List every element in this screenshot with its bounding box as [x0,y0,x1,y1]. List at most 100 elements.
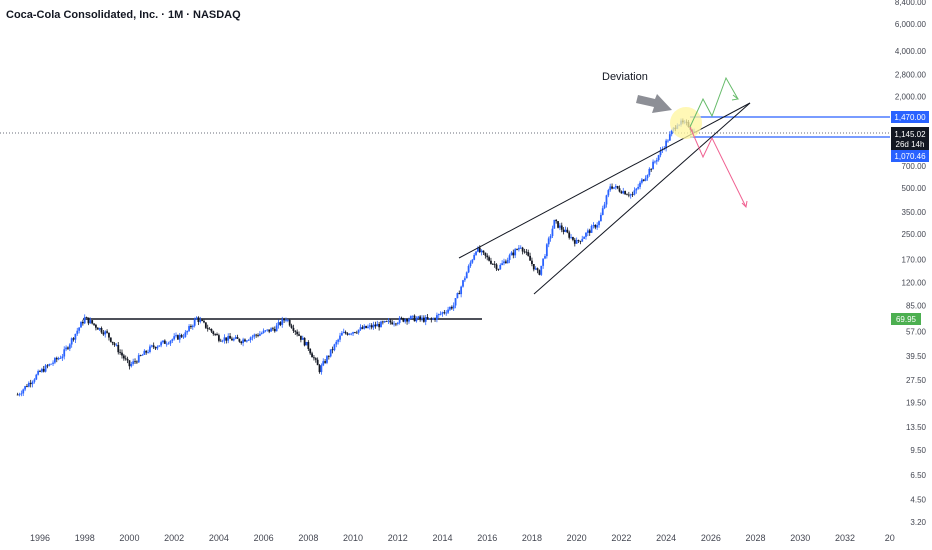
candle-body [471,259,474,263]
candle-body [542,258,545,266]
candle-body [150,345,153,347]
candle-body [167,343,170,345]
candle-body [484,252,487,256]
candle-body [46,365,49,367]
candle-body [627,194,630,196]
bearish-scenario-path[interactable] [689,126,747,208]
candle-body [592,225,595,226]
candle-body [540,265,543,275]
y-tick-label: 39.50 [906,352,927,361]
candle-body [579,240,582,242]
candle-body [657,155,660,161]
candle-body [426,317,429,319]
x-tick-label: 2024 [656,533,676,543]
candle-body [111,341,114,344]
candle-body [253,334,256,337]
candle-body [337,339,340,342]
candle-body [503,261,505,264]
y-tick-label: 3.20 [910,518,926,527]
x-axis[interactable]: 1996 1998 2000 2002 2004 2006 2008 2010 2012 2014… [30,533,895,543]
candle-body [257,335,259,337]
candle-body [301,337,304,340]
candle-body [109,337,112,342]
candle-body [667,140,669,142]
x-tick-label: 2010 [343,533,363,543]
candle-body [408,318,410,322]
candle-body [646,175,649,179]
candle-body [475,251,477,255]
candle-body [70,338,73,345]
candle-body [516,249,518,250]
candle-body [31,381,34,385]
bullish-scenario-path[interactable] [689,76,739,128]
candle-body [158,345,161,347]
candle-body [24,386,26,390]
candle-body [251,336,254,338]
candle-body [117,344,120,353]
candle-body [510,252,513,256]
y-tick-label: 6.50 [910,471,926,480]
candle-body [566,229,569,233]
candle-body [490,260,492,264]
candle-body [501,263,504,265]
candle-body [436,315,438,320]
candle-body [313,357,315,359]
candle-body [223,337,226,341]
candle-body [529,255,531,261]
candle-body [65,347,67,350]
candle-body [339,335,341,340]
candle-body [130,363,133,367]
candle-body [439,313,442,315]
candle-body [665,140,668,149]
lower-price-text: 1,070.46 [894,152,926,161]
candle-body [135,361,138,363]
wedge-lower-line[interactable] [533,102,751,295]
candle-body [100,328,103,333]
candle-body [126,358,129,361]
upper-price-text: 1,470.00 [894,113,926,122]
candle-body [376,324,379,327]
candle-body [98,328,101,330]
candle-body [493,263,496,265]
candle-body [355,332,358,334]
candle-body [26,386,28,387]
candle-body [564,229,567,232]
candle-body [72,338,75,340]
candle-body [428,318,431,320]
candle-body [329,349,332,357]
candle-body [247,340,250,341]
candle-body [629,194,632,196]
candle-body [42,368,45,372]
candle-body [234,337,237,339]
candle-body [89,320,92,324]
candle-body [57,358,60,360]
candle-body [391,322,394,325]
candle-body [434,318,436,320]
candle-body [147,352,149,353]
candle-body [594,225,597,228]
candle-body [307,341,310,349]
candle-body [216,334,218,336]
y-tick-label: 85.00 [906,301,927,310]
candle-body [296,331,299,335]
candle-body [654,161,656,163]
candle-body [180,334,183,337]
y-axis[interactable]: 8,400.00 6,000.00 4,000.00 2,800.00 2,000.00… [895,0,927,527]
candle-body [486,255,489,258]
candle-body [221,340,224,342]
candle-body [316,359,319,366]
candle-body [413,315,416,322]
candle-body [199,319,202,322]
y-tick-label: 250.00 [902,230,927,239]
y-tick-label: 13.50 [906,423,927,432]
candle-body [63,349,66,357]
candle-body [644,178,647,181]
candle-body [275,325,278,332]
candle-body [383,321,386,323]
candle-body [370,325,373,328]
candle-body [27,382,30,387]
candle-body [242,339,245,344]
candle-body [37,371,40,375]
wedge-upper-line[interactable] [458,102,751,259]
